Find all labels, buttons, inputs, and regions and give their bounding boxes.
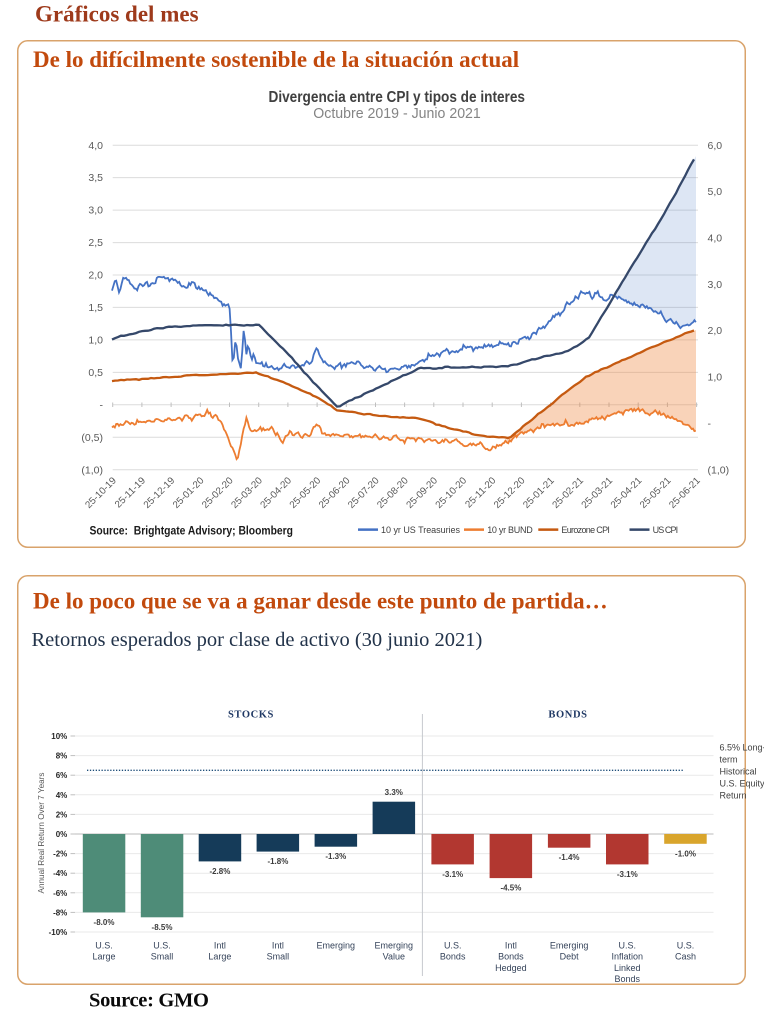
- svg-text:Return: Return: [720, 791, 747, 801]
- svg-text:Debt: Debt: [560, 952, 580, 962]
- svg-text:Retornos esperados por clase d: Retornos esperados por clase de activo (…: [32, 629, 483, 651]
- svg-text:1,0: 1,0: [88, 335, 103, 347]
- svg-text:Value: Value: [383, 952, 405, 962]
- svg-text:-2%: -2%: [53, 850, 67, 859]
- svg-text:1,0: 1,0: [708, 372, 723, 384]
- svg-text:-3.1%: -3.1%: [617, 870, 638, 879]
- svg-text:-1.4%: -1.4%: [559, 853, 580, 862]
- svg-text:Gráficos del mes: Gráficos del mes: [35, 2, 199, 27]
- svg-text:-10%: -10%: [49, 928, 68, 937]
- svg-text:2,0: 2,0: [708, 325, 723, 337]
- svg-text:Inflation: Inflation: [612, 952, 644, 962]
- svg-text:8%: 8%: [56, 752, 68, 761]
- svg-text:Cash: Cash: [675, 952, 696, 962]
- svg-text:4%: 4%: [56, 791, 68, 800]
- svg-text:U.S.: U.S.: [444, 940, 462, 950]
- svg-text:6%: 6%: [56, 771, 68, 780]
- svg-text:10 yr BUND: 10 yr BUND: [487, 525, 533, 535]
- svg-text:-2.8%: -2.8%: [209, 867, 230, 876]
- svg-text:Emerging: Emerging: [375, 940, 414, 950]
- svg-text:-8.0%: -8.0%: [94, 918, 115, 927]
- svg-text:0,5: 0,5: [88, 367, 103, 379]
- svg-text:2,0: 2,0: [88, 270, 103, 282]
- svg-text:Divergencia entre CPI y tipos: Divergencia entre CPI y tipos de interes: [269, 89, 526, 106]
- svg-text:Bonds: Bonds: [440, 952, 466, 962]
- svg-text:-: -: [708, 418, 712, 430]
- svg-text:-8.5%: -8.5%: [152, 923, 173, 932]
- svg-text:0%: 0%: [56, 830, 68, 839]
- svg-text:10%: 10%: [51, 732, 67, 741]
- svg-text:4,0: 4,0: [88, 140, 103, 152]
- svg-text:BONDS: BONDS: [548, 710, 587, 721]
- svg-text:Eurozone CPI: Eurozone CPI: [561, 525, 610, 535]
- svg-text:STOCKS: STOCKS: [228, 710, 274, 721]
- svg-text:Intl: Intl: [505, 940, 517, 950]
- svg-text:-1.0%: -1.0%: [675, 849, 696, 858]
- svg-text:(0,5): (0,5): [81, 432, 103, 444]
- svg-text:6.5% Long-: 6.5% Long-: [720, 743, 764, 753]
- svg-text:2,5: 2,5: [88, 237, 103, 249]
- svg-text:U.S.: U.S.: [619, 940, 637, 950]
- svg-text:4,0: 4,0: [708, 233, 723, 245]
- svg-text:-6%: -6%: [53, 889, 67, 898]
- svg-text:Emerging: Emerging: [317, 940, 356, 950]
- svg-text:Historical: Historical: [720, 767, 757, 777]
- svg-text:Hedged: Hedged: [495, 963, 527, 973]
- svg-text:Intl: Intl: [214, 940, 226, 950]
- svg-text:3.3%: 3.3%: [385, 788, 403, 797]
- svg-text:U.S.: U.S.: [677, 940, 695, 950]
- svg-text:Bonds: Bonds: [498, 952, 524, 962]
- svg-text:Source: Brightgate Advisory;: Source: Brightgate Advisory; Bloomberg: [90, 524, 294, 538]
- svg-text:Emerging: Emerging: [550, 940, 589, 950]
- svg-text:2%: 2%: [56, 810, 68, 819]
- svg-text:Large: Large: [92, 952, 115, 962]
- svg-text:De lo poco que se va a ganar d: De lo poco que se va a ganar desde este …: [33, 588, 608, 613]
- svg-text:5,0: 5,0: [708, 186, 723, 198]
- svg-text:Linked: Linked: [614, 963, 641, 973]
- svg-text:U.S. Equity: U.S. Equity: [720, 779, 764, 789]
- svg-text:-4.5%: -4.5%: [500, 884, 521, 893]
- svg-text:3,0: 3,0: [708, 279, 723, 291]
- svg-text:U.S.: U.S.: [95, 940, 113, 950]
- svg-text:6,0: 6,0: [708, 140, 723, 152]
- svg-text:3,5: 3,5: [88, 172, 103, 184]
- svg-text:-8%: -8%: [53, 908, 67, 917]
- svg-text:(1,0): (1,0): [81, 464, 103, 476]
- svg-text:Small: Small: [151, 952, 174, 962]
- svg-text:US CPI: US CPI: [653, 525, 679, 535]
- svg-text:(1,0): (1,0): [708, 464, 730, 476]
- svg-text:-1.8%: -1.8%: [267, 857, 288, 866]
- svg-text:-: -: [100, 399, 104, 411]
- svg-text:term: term: [720, 755, 738, 765]
- svg-text:-3.1%: -3.1%: [442, 870, 463, 879]
- svg-text:Intl: Intl: [272, 940, 284, 950]
- svg-text:De lo difícilmente sostenible: De lo difícilmente sostenible de la situ…: [33, 47, 519, 72]
- svg-text:Small: Small: [267, 952, 290, 962]
- svg-text:-4%: -4%: [53, 869, 67, 878]
- svg-text:-1.3%: -1.3%: [325, 852, 346, 861]
- svg-text:Source: GMO: Source: GMO: [89, 990, 209, 1012]
- svg-text:1,5: 1,5: [88, 302, 103, 314]
- svg-text:Large: Large: [208, 952, 231, 962]
- svg-text:U.S.: U.S.: [153, 940, 171, 950]
- svg-text:3,0: 3,0: [88, 205, 103, 217]
- svg-text:10 yr US Treasuries: 10 yr US Treasuries: [381, 525, 461, 535]
- svg-text:Annual Real Return Over 7 Year: Annual Real Return Over 7 Years: [37, 773, 46, 894]
- svg-text:Bonds: Bonds: [615, 974, 641, 984]
- svg-text:Octubre 2019 - Junio 2021: Octubre 2019 - Junio 2021: [313, 106, 481, 122]
